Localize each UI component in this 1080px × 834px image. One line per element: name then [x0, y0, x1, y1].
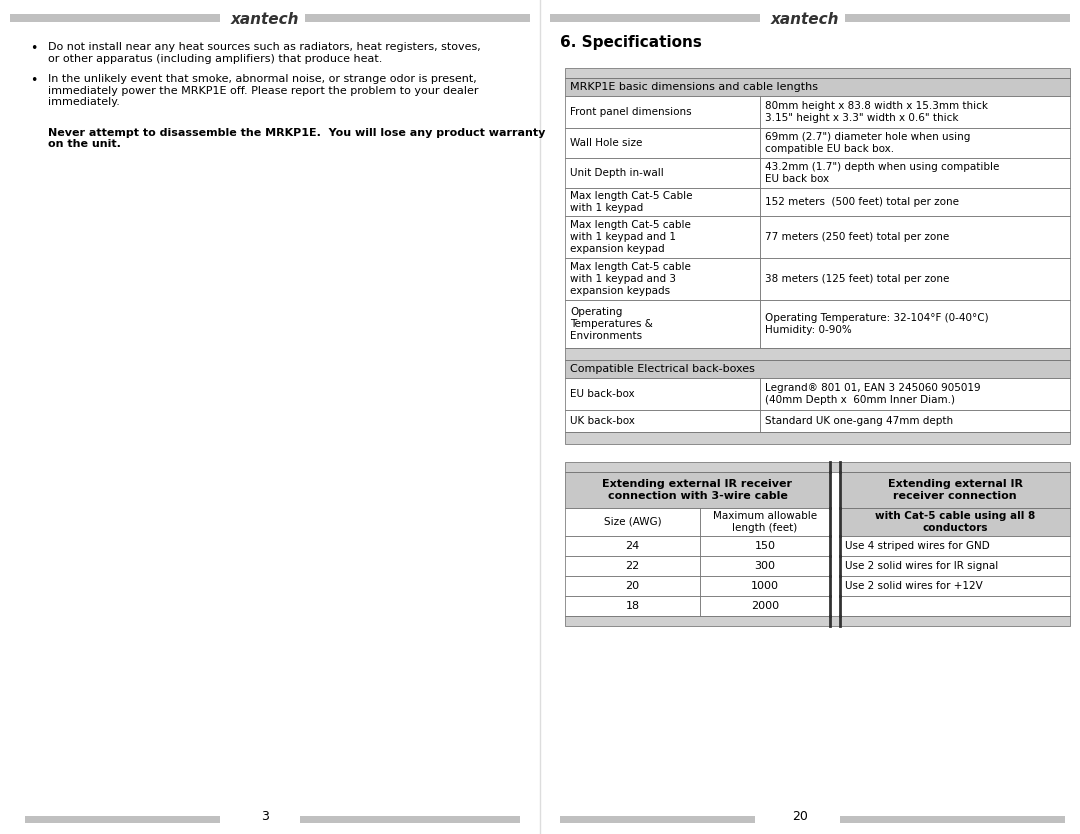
- Text: Never attempt to disassemble the MRKP1E.  You will lose any product warranty
on : Never attempt to disassemble the MRKP1E.…: [48, 128, 545, 149]
- Text: with Cat-5 cable using all 8
conductors: with Cat-5 cable using all 8 conductors: [875, 511, 1035, 533]
- Bar: [565, 360, 1070, 378]
- Bar: [565, 300, 760, 348]
- Bar: [760, 188, 1070, 216]
- Text: Standard UK one-gang 47mm depth: Standard UK one-gang 47mm depth: [765, 416, 954, 426]
- Bar: [840, 556, 1070, 576]
- Bar: [565, 68, 1070, 78]
- Text: Max length Cat-5 Cable
with 1 keypad: Max length Cat-5 Cable with 1 keypad: [570, 191, 692, 213]
- Bar: [840, 596, 1070, 616]
- Bar: [561, 816, 755, 823]
- Bar: [565, 462, 1070, 472]
- Bar: [700, 556, 831, 576]
- Text: Extending external IR receiver
connection with 3-wire cable: Extending external IR receiver connectio…: [603, 480, 793, 500]
- Bar: [840, 576, 1070, 596]
- Bar: [700, 576, 831, 596]
- Text: 38 meters (125 feet) total per zone: 38 meters (125 feet) total per zone: [765, 274, 949, 284]
- Text: Use 2 solid wires for +12V: Use 2 solid wires for +12V: [845, 581, 983, 591]
- Text: 43.2mm (1.7") depth when using compatible
EU back box: 43.2mm (1.7") depth when using compatibl…: [765, 162, 999, 183]
- Bar: [565, 508, 700, 536]
- Bar: [565, 158, 760, 188]
- Bar: [760, 378, 1070, 410]
- Text: Legrand® 801 01, EAN 3 245060 905019
(40mm Depth x  60mm Inner Diam.): Legrand® 801 01, EAN 3 245060 905019 (40…: [765, 383, 981, 404]
- Text: Max length Cat-5 cable
with 1 keypad and 1
expansion keypad: Max length Cat-5 cable with 1 keypad and…: [570, 220, 691, 254]
- Text: Use 2 solid wires for IR signal: Use 2 solid wires for IR signal: [845, 561, 998, 571]
- Text: Compatible Electrical back-boxes: Compatible Electrical back-boxes: [570, 364, 755, 374]
- Bar: [565, 536, 700, 556]
- Bar: [845, 14, 1070, 22]
- Bar: [760, 216, 1070, 258]
- Text: 1000: 1000: [751, 581, 779, 591]
- Bar: [840, 536, 1070, 556]
- Bar: [565, 576, 700, 596]
- Bar: [760, 258, 1070, 300]
- Text: 2000: 2000: [751, 601, 779, 611]
- Text: Wall Hole size: Wall Hole size: [570, 138, 643, 148]
- Text: 80mm height x 83.8 width x 15.3mm thick
3.15" height x 3.3" width x 0.6" thick: 80mm height x 83.8 width x 15.3mm thick …: [765, 101, 988, 123]
- Bar: [565, 616, 1070, 626]
- Bar: [10, 14, 220, 22]
- Text: xantech: xantech: [771, 12, 839, 27]
- Text: •: •: [30, 42, 38, 55]
- Bar: [760, 300, 1070, 348]
- Bar: [305, 14, 530, 22]
- Bar: [760, 96, 1070, 128]
- Text: Do not install near any heat sources such as radiators, heat registers, stoves,
: Do not install near any heat sources suc…: [48, 42, 481, 63]
- Text: 6. Specifications: 6. Specifications: [561, 35, 702, 50]
- Text: EU back-box: EU back-box: [570, 389, 635, 399]
- Text: xantech: xantech: [231, 12, 299, 27]
- Bar: [565, 556, 700, 576]
- Text: 24: 24: [625, 541, 639, 551]
- Text: •: •: [30, 74, 38, 87]
- Text: Use 4 striped wires for GND: Use 4 striped wires for GND: [845, 541, 989, 551]
- Bar: [565, 258, 760, 300]
- Bar: [565, 216, 760, 258]
- Text: 18: 18: [625, 601, 639, 611]
- Text: 20: 20: [625, 581, 639, 591]
- Bar: [565, 78, 1070, 96]
- Bar: [760, 158, 1070, 188]
- Bar: [565, 472, 831, 508]
- Text: Maximum allowable
length (feet): Maximum allowable length (feet): [713, 511, 818, 533]
- Bar: [700, 596, 831, 616]
- Text: 152 meters  (500 feet) total per zone: 152 meters (500 feet) total per zone: [765, 197, 959, 207]
- Bar: [700, 536, 831, 556]
- Bar: [565, 410, 760, 432]
- Text: 300: 300: [755, 561, 775, 571]
- Text: In the unlikely event that smoke, abnormal noise, or strange odor is present,
im: In the unlikely event that smoke, abnorm…: [48, 74, 478, 108]
- Text: 22: 22: [625, 561, 639, 571]
- Text: 3: 3: [261, 810, 269, 823]
- Text: Front panel dimensions: Front panel dimensions: [570, 107, 691, 117]
- Text: 69mm (2.7") diameter hole when using
compatible EU back box.: 69mm (2.7") diameter hole when using com…: [765, 133, 970, 153]
- Bar: [550, 14, 760, 22]
- Text: Operating
Temperatures &
Environments: Operating Temperatures & Environments: [570, 308, 653, 340]
- Bar: [565, 378, 760, 410]
- Text: Unit Depth in-wall: Unit Depth in-wall: [570, 168, 664, 178]
- Bar: [840, 508, 1070, 536]
- Bar: [700, 508, 831, 536]
- Bar: [565, 128, 760, 158]
- Bar: [25, 816, 220, 823]
- Bar: [760, 410, 1070, 432]
- Bar: [565, 96, 760, 128]
- Text: Max length Cat-5 cable
with 1 keypad and 3
expansion keypads: Max length Cat-5 cable with 1 keypad and…: [570, 263, 691, 295]
- Text: 20: 20: [792, 810, 808, 823]
- Bar: [565, 188, 760, 216]
- Bar: [840, 472, 1070, 508]
- Text: MRKP1E basic dimensions and cable lengths: MRKP1E basic dimensions and cable length…: [570, 82, 818, 92]
- Bar: [760, 128, 1070, 158]
- Bar: [300, 816, 519, 823]
- Text: Extending external IR
receiver connection: Extending external IR receiver connectio…: [888, 480, 1023, 500]
- Bar: [565, 348, 1070, 360]
- Text: Size (AWG): Size (AWG): [604, 517, 661, 527]
- Text: UK back-box: UK back-box: [570, 416, 635, 426]
- Bar: [565, 432, 1070, 444]
- Text: Operating Temperature: 32-104°F (0-40°C)
Humidity: 0-90%: Operating Temperature: 32-104°F (0-40°C)…: [765, 314, 988, 334]
- Bar: [565, 596, 700, 616]
- Bar: [840, 816, 1065, 823]
- Text: 77 meters (250 feet) total per zone: 77 meters (250 feet) total per zone: [765, 232, 949, 242]
- Text: 150: 150: [755, 541, 775, 551]
